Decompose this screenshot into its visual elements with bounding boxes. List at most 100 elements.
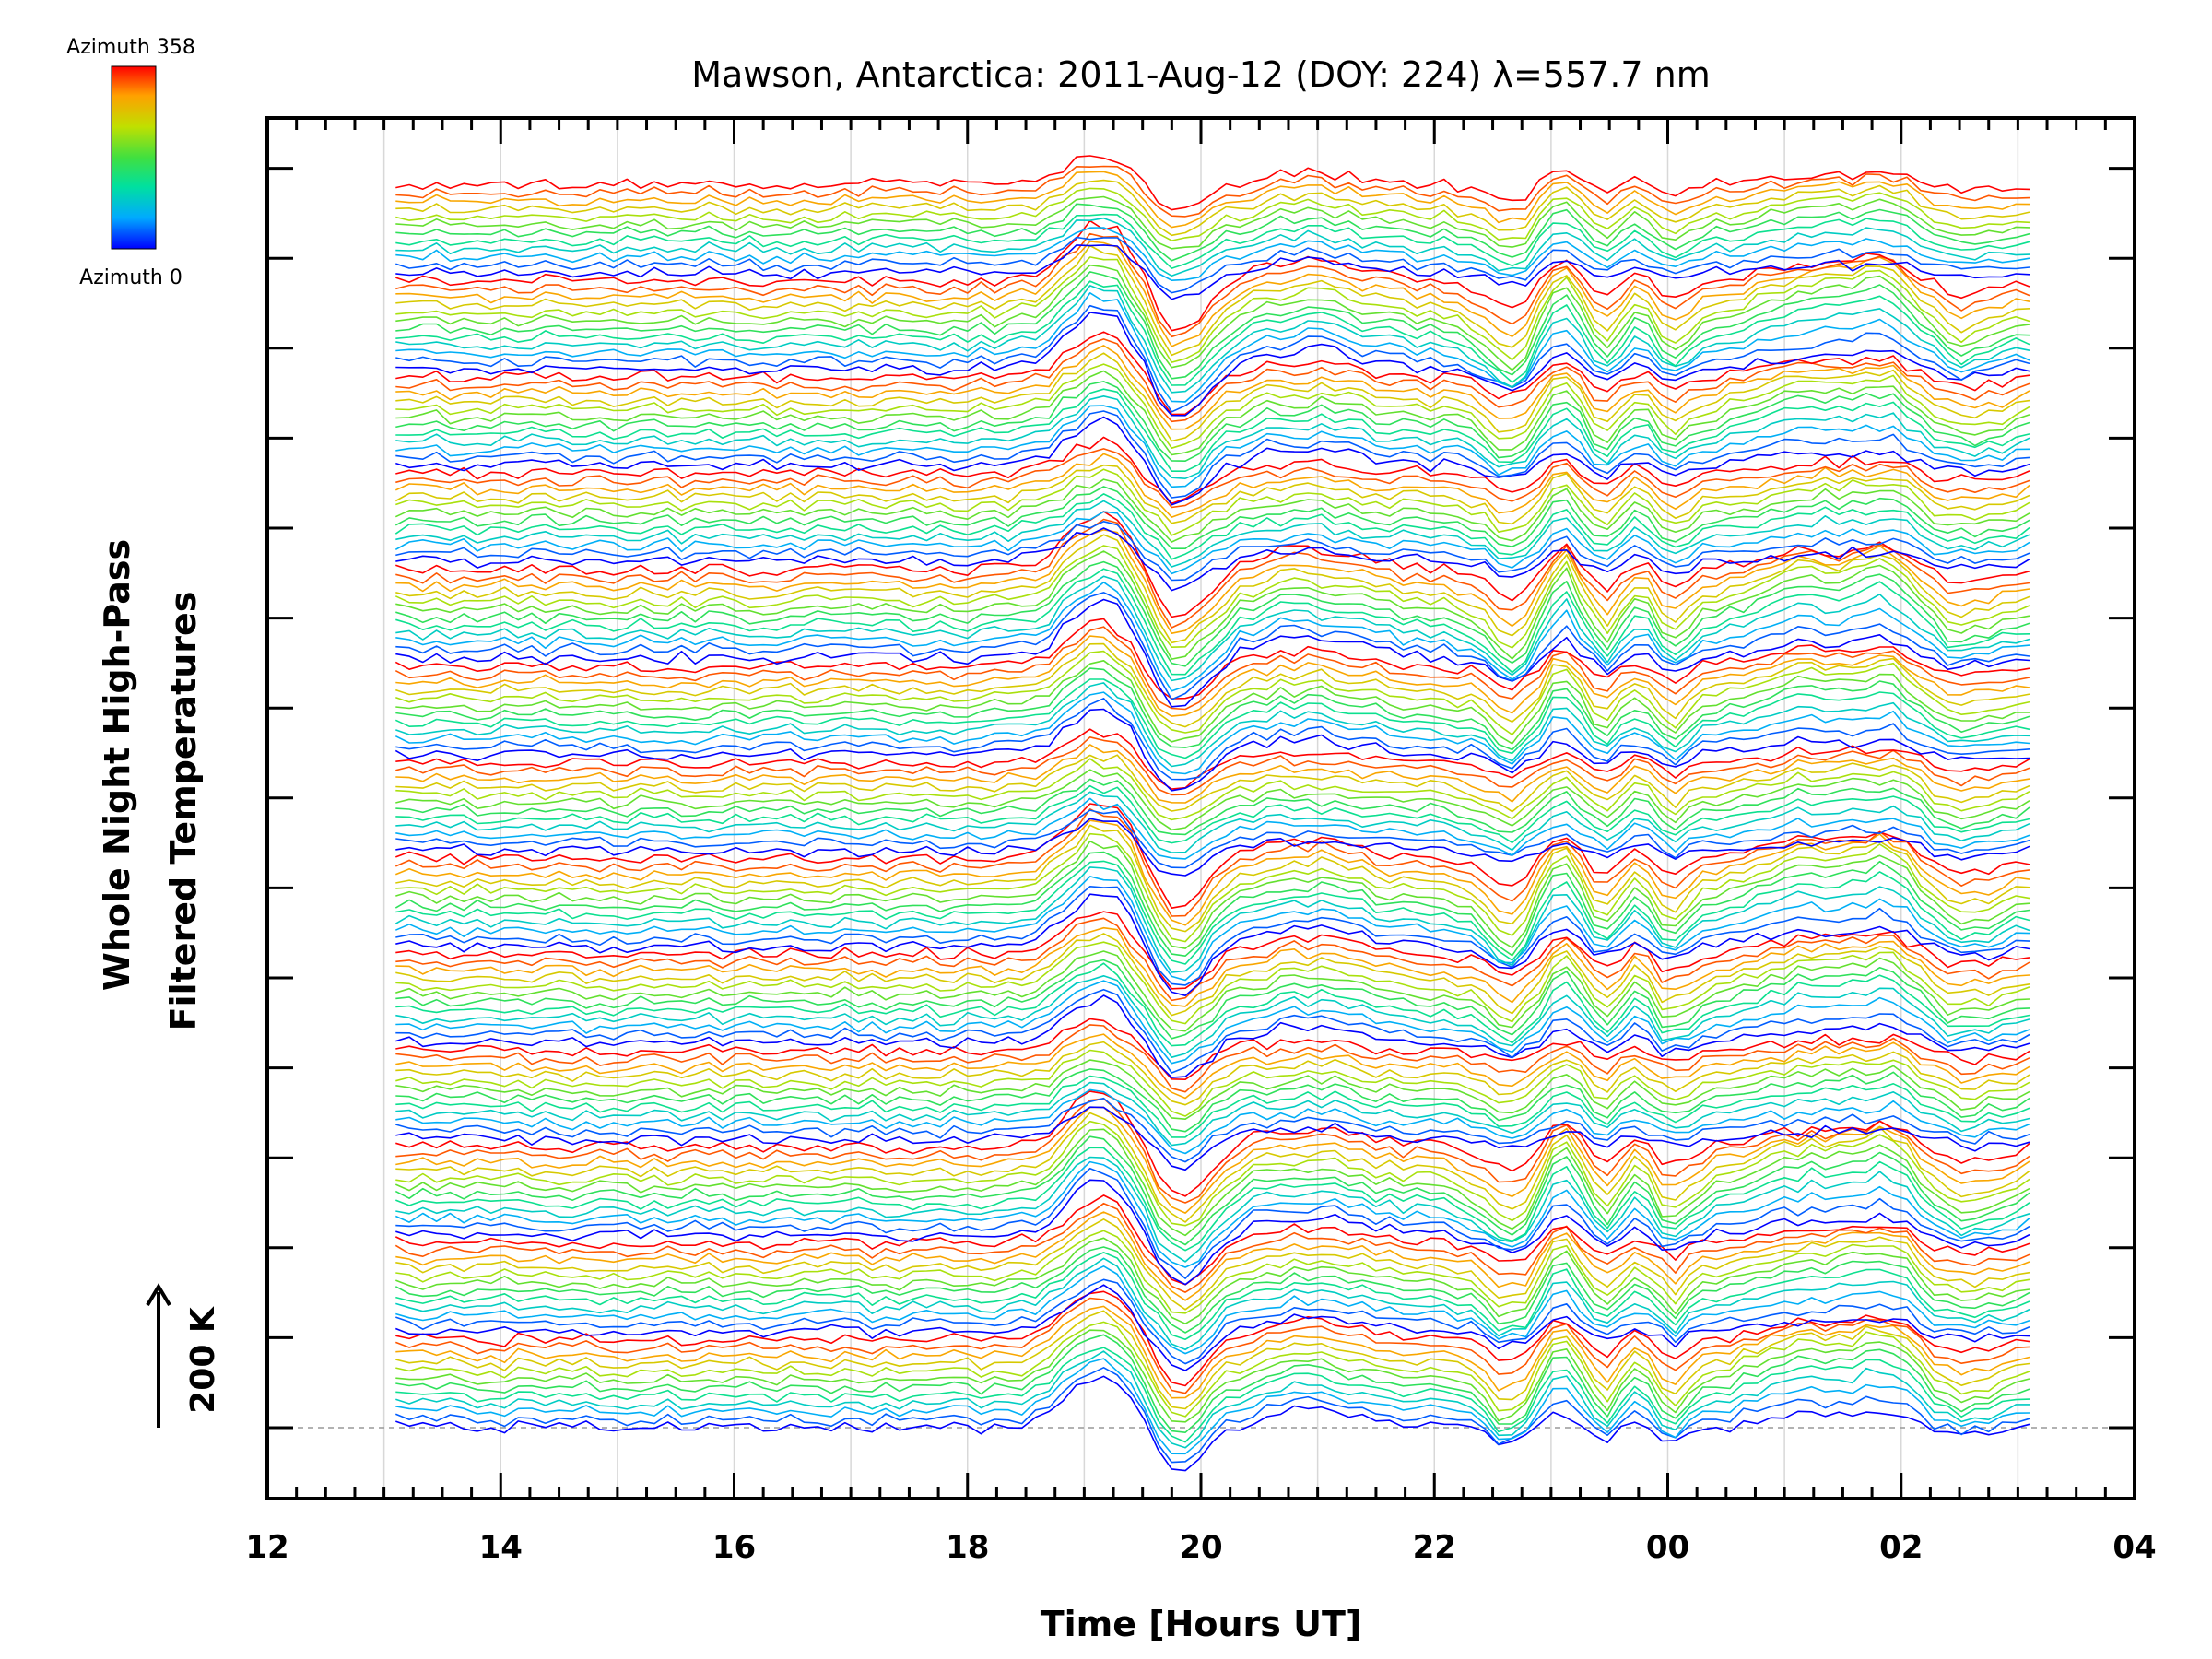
series-line [395,448,2030,509]
series-line [395,1033,2030,1100]
series-line [394,876,2030,982]
series-line [395,1350,2030,1449]
series-line [395,1041,2030,1106]
series-line [395,338,2030,423]
series-line [395,1106,2030,1214]
series-line [395,395,2030,479]
series-line [395,598,2030,708]
series-line [395,803,2030,909]
series-line [395,1081,2030,1147]
series-line [395,778,2030,836]
series-line [395,529,2030,634]
series-line [395,769,2030,831]
series-line [395,1334,2030,1433]
series-line [395,312,2030,417]
series-line [395,1252,2030,1340]
series-line [395,203,2030,262]
series-line [394,618,2030,700]
series-line [394,453,2030,518]
series-line [395,1018,2030,1080]
series-line [394,486,2030,549]
series-line [395,1230,2030,1314]
axis-ticks [265,118,2136,1499]
series-line [395,381,2030,462]
series-line [395,370,2030,456]
series-line [395,950,2030,1032]
series-line [395,416,2030,506]
colorbar: Azimuth 358 Azimuth 0 [66,36,195,289]
series-line [395,179,2030,237]
series-line [395,187,2030,241]
series-line [395,155,2030,211]
series-line [395,1098,2030,1204]
x-tick-label: 16 [712,1529,756,1566]
scale-bar-arrow-head [146,1283,171,1307]
series-line [394,1194,2030,1286]
series-line [394,493,2030,560]
series-line [395,1297,2030,1394]
series-line [395,893,2030,996]
series-line [395,241,2030,347]
series-line [395,941,2030,1025]
series-line [395,271,2030,380]
series-line [395,840,2030,949]
y-axis-label-line1: Whole Night High-Pass [97,539,137,991]
y-axis-label-line2: Filtered Temperatures [163,592,204,1031]
series-line [395,1329,2030,1423]
chart-title: Mawson, Antarctica: 2011-Aug-12 (DOY: 22… [691,54,1711,95]
series-line [395,660,2030,745]
x-tick-label: 14 [479,1529,523,1566]
x-tick-label: 22 [1413,1529,1456,1566]
series-line [395,635,2030,717]
series-line [395,213,2030,269]
series-line [395,217,2030,277]
series-line [395,926,2030,1007]
series-line [395,1024,2030,1093]
series-line [395,1321,2030,1418]
series-line [395,784,2030,844]
x-tick-label: 04 [2112,1529,2156,1566]
series-line [395,650,2030,735]
series-line [395,436,2030,504]
series-line [395,244,2030,300]
series-line [395,232,2030,338]
series-line [395,1059,2030,1120]
scale-bar: 200 K [146,1283,222,1428]
series-line [394,464,2030,525]
x-tick-label: 00 [1646,1529,1689,1566]
series-line [395,988,2030,1074]
x-tick-label: 02 [1879,1529,1923,1566]
series-line [394,626,2030,711]
x-tick-labels: 12 14 16 18 20 22 00 02 04 [245,1529,2156,1566]
series-line [395,1218,2030,1311]
series-line [395,256,2030,363]
series-line [395,500,2030,568]
series-line [395,754,2030,813]
series-line [395,758,2030,821]
series-line [394,511,2030,575]
series-line [395,345,2030,430]
colorbar-gradient [111,65,157,250]
series-line [395,468,2030,536]
series-line [394,1128,2030,1237]
series-line [395,698,2030,781]
series-line [395,1290,2030,1387]
series-line [395,1167,2030,1279]
series-line [395,809,2030,869]
series-line [394,1246,2030,1334]
series-line [394,1367,2030,1464]
series-line [395,560,2030,667]
series-line [395,1156,2030,1263]
series-line [395,980,2030,1065]
colorbar-top-label: Azimuth 358 [66,36,195,59]
series-line [395,195,2030,250]
series-line [395,363,2030,449]
series-line [395,280,2030,386]
series-line [395,304,2030,413]
series-line [394,691,2030,775]
series-line [394,678,2030,759]
series-line [395,285,2030,394]
series-line [395,1347,2030,1443]
series-line [395,568,2030,676]
series-line [395,1305,2030,1399]
